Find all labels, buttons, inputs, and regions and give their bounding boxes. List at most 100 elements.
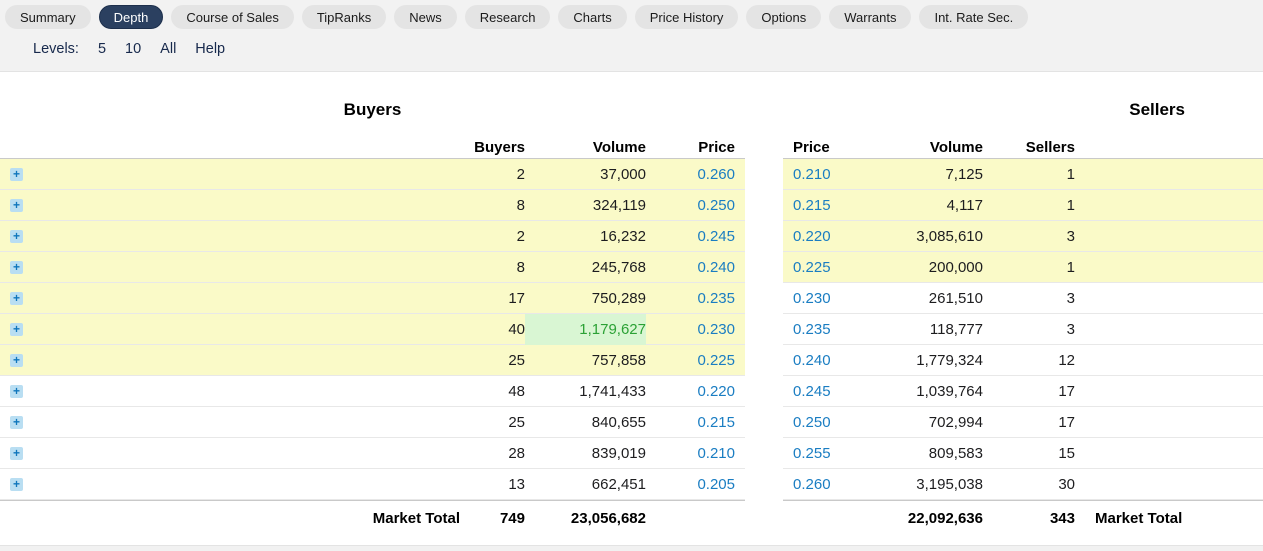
sell-price-link[interactable]: 0.245 [793,383,831,400]
buyers-row: +28839,0190.210 [0,438,745,469]
sell-price-link[interactable]: 0.255 [793,445,831,462]
depth-content: Buyers Buyers Volume Price +237,0000.260… [0,72,1263,536]
tab-options[interactable]: Options [746,5,821,29]
buyer-price-cell: 0.245 [646,228,735,245]
plus-icon[interactable]: + [10,199,23,212]
buyers-count: 8 [460,197,525,214]
buy-price-link[interactable]: 0.245 [697,228,735,245]
buyer-expand-cell: + [0,447,30,460]
buy-price-link[interactable]: 0.220 [697,383,735,400]
tab-int-rate-sec[interactable]: Int. Rate Sec. [919,5,1028,29]
plus-icon[interactable]: + [10,292,23,305]
buyers-total-row: Market Total 749 23,056,682 [0,500,745,536]
sellers-count: 17 [983,383,1075,400]
plus-icon[interactable]: + [10,478,23,491]
buy-price-link[interactable]: 0.260 [697,166,735,183]
sellers-row: 0.230261,5103 [783,283,1263,314]
plus-icon[interactable]: + [10,416,23,429]
sell-price-link[interactable]: 0.230 [793,290,831,307]
buy-price-link[interactable]: 0.250 [697,197,735,214]
sellers-count: 30 [983,476,1075,493]
sell-price-link[interactable]: 0.210 [793,166,831,183]
buyer-price-cell: 0.240 [646,259,735,276]
buyers-price-header: Price [646,138,735,158]
sellers-row: 0.2107,1251 [783,159,1263,190]
plus-icon[interactable]: + [10,354,23,367]
seller-volume: 1,039,764 [863,383,983,400]
seller-volume: 118,777 [863,321,983,338]
buyer-volume: 245,768 [525,259,646,276]
tab-news[interactable]: News [394,5,457,29]
buyers-row: +237,000 0.260 [0,159,745,190]
buyer-expand-cell: + [0,292,30,305]
plus-icon[interactable]: + [10,323,23,336]
sellers-count: 3 [983,321,1075,338]
seller-volume: 702,994 [863,414,983,431]
sell-price-link[interactable]: 0.260 [793,476,831,493]
buy-price-link[interactable]: 0.210 [697,445,735,462]
plus-icon[interactable]: + [10,230,23,243]
buy-price-link[interactable]: 0.240 [697,259,735,276]
sellers-row: 0.2401,779,32412 [783,345,1263,376]
buy-price-link[interactable]: 0.225 [697,352,735,369]
levels-option-5[interactable]: 5 [98,41,106,57]
buy-price-link[interactable]: 0.205 [697,476,735,493]
buyers-total-label: Market Total [30,510,460,527]
levels-option-10[interactable]: 10 [125,41,141,57]
buyers-count: 13 [460,476,525,493]
buyer-expand-cell: + [0,354,30,367]
buyers-count: 2 [460,166,525,183]
tab-bar: Summary Depth Course of Sales TipRanks News R… [0,0,1263,29]
sell-price-link[interactable]: 0.220 [793,228,831,245]
sellers-count-header: Sellers [983,138,1075,158]
buyers-count: 28 [460,445,525,462]
levels-bar: Levels: 5 10 All Help [0,29,1263,57]
sellers-row: 0.255 809,58315 [783,438,1263,469]
buyers-count: 25 [460,414,525,431]
sell-price-cell: 0.220 [793,228,863,245]
sellers-volume-header: Volume [863,138,983,158]
buyer-price-cell: 0.205 [646,476,735,493]
sellers-count: 15 [983,445,1075,462]
sellers-count: 12 [983,352,1075,369]
tab-charts[interactable]: Charts [558,5,626,29]
top-bar: Summary Depth Course of Sales TipRanks News R… [0,0,1263,72]
sell-price-link[interactable]: 0.235 [793,321,831,338]
buyer-expand-cell: + [0,199,30,212]
buy-price-link[interactable]: 0.230 [697,321,735,338]
tab-price-history[interactable]: Price History [635,5,739,29]
buyer-price-cell: 0.260 [646,166,735,183]
levels-help-link[interactable]: Help [195,41,225,57]
plus-icon[interactable]: + [10,447,23,460]
tab-research[interactable]: Research [465,5,551,29]
seller-volume: 809,583 [863,445,983,462]
buyer-expand-cell: + [0,385,30,398]
buyers-count: 2 [460,228,525,245]
buyers-row: +8245,7680.240 [0,252,745,283]
sellers-count: 1 [983,259,1075,276]
buy-price-link[interactable]: 0.235 [697,290,735,307]
plus-icon[interactable]: + [10,385,23,398]
sell-price-link[interactable]: 0.250 [793,414,831,431]
buy-price-link[interactable]: 0.215 [697,414,735,431]
sell-price-link[interactable]: 0.240 [793,352,831,369]
levels-option-all[interactable]: All [160,41,176,57]
sellers-count: 3 [983,290,1075,307]
sell-price-cell: 0.235 [793,321,863,338]
plus-icon[interactable]: + [10,261,23,274]
sell-price-cell: 0.255 [793,445,863,462]
tab-tipranks[interactable]: TipRanks [302,5,386,29]
plus-icon[interactable]: + [10,168,23,181]
sell-price-link[interactable]: 0.215 [793,197,831,214]
sell-price-link[interactable]: 0.225 [793,259,831,276]
buyer-volume: 37,000 [525,166,646,183]
tab-warrants[interactable]: Warrants [829,5,911,29]
sell-price-cell: 0.230 [793,290,863,307]
tab-summary[interactable]: Summary [5,5,91,29]
sell-price-cell: 0.240 [793,352,863,369]
tab-depth[interactable]: Depth [99,5,164,29]
buyer-price-cell: 0.220 [646,383,735,400]
seller-volume: 7,125 [863,166,983,183]
tab-course-of-sales[interactable]: Course of Sales [171,5,294,29]
market-depth-page: Summary Depth Course of Sales TipRanks News R… [0,0,1263,551]
